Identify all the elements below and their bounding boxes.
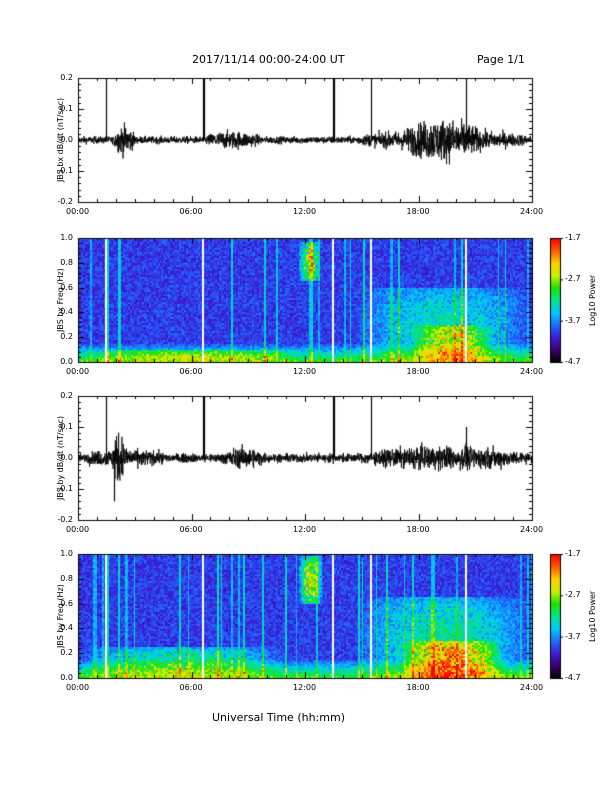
y-tick-label: 0.4 bbox=[60, 307, 73, 317]
x-tick-label: 06:00 bbox=[179, 683, 203, 692]
date-range-title: 2017/11/14 00:00-24:00 UT bbox=[192, 53, 345, 66]
y-tick-label: 0.2 bbox=[60, 648, 73, 658]
x-axis-title: Universal Time (hh:mm) bbox=[212, 711, 345, 724]
y-axis-label: JBS by dB/dt (nT/sec) bbox=[56, 415, 65, 500]
y-tick-label: 0.6 bbox=[60, 282, 73, 292]
y-tick-label: 1.0 bbox=[60, 233, 73, 242]
y-tick-label: 0.1 bbox=[60, 104, 73, 113]
y-tick-label: 0.2 bbox=[60, 391, 73, 400]
y-tick-label: 0.6 bbox=[60, 598, 73, 608]
y-axis-label: JBS bx dB/dt (nT/sec) bbox=[56, 97, 65, 182]
x-tick-label: 18:00 bbox=[406, 525, 430, 534]
y-tick-label: 0.0 bbox=[60, 453, 73, 462]
colorbar-tick-label: -3.7 bbox=[565, 631, 581, 641]
colorbar-tick-label: -1.7 bbox=[565, 233, 581, 242]
x-tick-label: 12:00 bbox=[293, 207, 317, 216]
y-tick-label: 0.0 bbox=[60, 357, 73, 366]
x-tick-label: 18:00 bbox=[406, 207, 430, 216]
x-tick-label: 00:00 bbox=[66, 525, 90, 534]
x-tick-label: 18:00 bbox=[406, 367, 430, 376]
x-tick-label: 24:00 bbox=[520, 525, 544, 534]
y-tick-label: 0.2 bbox=[60, 73, 73, 82]
y-tick-label: 1.0 bbox=[60, 549, 73, 558]
x-tick-label: 24:00 bbox=[520, 207, 544, 216]
colorbar-tick-label: -2.7 bbox=[565, 274, 581, 284]
x-tick-label: 06:00 bbox=[179, 367, 203, 376]
x-tick-label: 24:00 bbox=[520, 683, 544, 692]
y-tick-label: -0.2 bbox=[57, 197, 73, 206]
x-tick-label: 12:00 bbox=[293, 683, 317, 692]
colorbar-tick-label: -4.7 bbox=[565, 673, 581, 682]
colorbar-label: Log10 Power bbox=[588, 274, 597, 326]
x-tick-label: 06:00 bbox=[179, 525, 203, 534]
colorbar-tick-label: -3.7 bbox=[565, 315, 581, 325]
y-tick-label: 0.1 bbox=[60, 422, 73, 431]
y-tick-label: -0.1 bbox=[57, 484, 73, 493]
x-tick-label: 12:00 bbox=[293, 367, 317, 376]
colorbar-tick-label: -1.7 bbox=[565, 549, 581, 558]
x-tick-label: 12:00 bbox=[293, 525, 317, 534]
y-tick-label: -0.1 bbox=[57, 166, 73, 175]
y-axis-label: JBS bx Freq (Hz) bbox=[56, 268, 65, 332]
x-tick-label: 24:00 bbox=[520, 367, 544, 376]
x-tick-label: 00:00 bbox=[66, 367, 90, 376]
x-tick-label: 00:00 bbox=[66, 683, 90, 692]
y-tick-label: 0.0 bbox=[60, 673, 73, 682]
y-tick-label: 0.8 bbox=[60, 257, 73, 267]
y-axis-label: JBS by Freq (Hz) bbox=[56, 584, 65, 648]
y-tick-label: 0.8 bbox=[60, 573, 73, 583]
page-indicator: Page 1/1 bbox=[477, 53, 525, 66]
x-tick-label: 06:00 bbox=[179, 207, 203, 216]
colorbar-label: Log10 Power bbox=[588, 590, 597, 642]
y-tick-label: 0.2 bbox=[60, 332, 73, 342]
y-tick-label: -0.2 bbox=[57, 515, 73, 524]
y-tick-label: 0.4 bbox=[60, 623, 73, 633]
x-tick-label: 00:00 bbox=[66, 207, 90, 216]
colorbar-tick-label: -2.7 bbox=[565, 590, 581, 600]
x-tick-label: 18:00 bbox=[406, 683, 430, 692]
y-tick-label: 0.0 bbox=[60, 135, 73, 144]
colorbar-tick-label: -4.7 bbox=[565, 357, 581, 366]
